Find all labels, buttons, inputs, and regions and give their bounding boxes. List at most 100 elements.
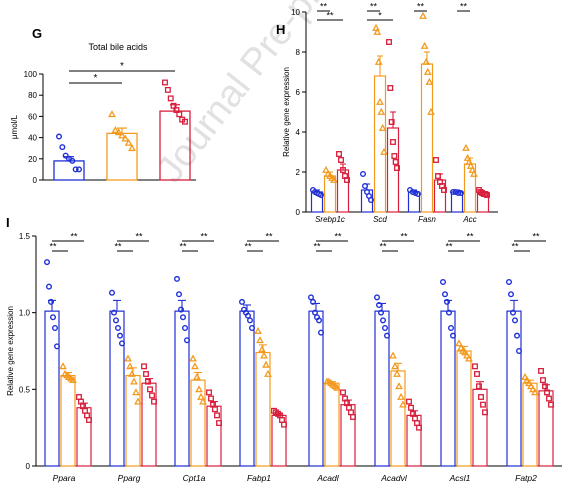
data-point bbox=[372, 23, 380, 31]
data-point bbox=[546, 395, 552, 402]
data-point bbox=[264, 369, 272, 377]
data-point bbox=[149, 392, 155, 399]
data-point bbox=[110, 309, 117, 316]
data-point bbox=[416, 424, 422, 431]
data-point bbox=[126, 362, 134, 370]
data-point bbox=[393, 369, 401, 377]
data-point bbox=[463, 153, 472, 161]
data-point bbox=[128, 144, 136, 152]
data-point bbox=[199, 397, 207, 405]
bar bbox=[239, 310, 255, 467]
g-y-tick-label: 20 bbox=[28, 155, 37, 164]
data-point bbox=[316, 317, 323, 324]
x-tick-label: Ppara bbox=[53, 473, 76, 483]
panel-label: I bbox=[6, 215, 10, 230]
significance-label: ** bbox=[135, 232, 143, 242]
data-point bbox=[376, 302, 383, 309]
data-point bbox=[368, 196, 375, 203]
data-point bbox=[470, 169, 478, 177]
g-y-tick-label: 40 bbox=[28, 134, 37, 143]
data-point bbox=[433, 157, 439, 163]
x-tick-label: Srebp1c bbox=[315, 215, 345, 224]
data-point bbox=[374, 57, 383, 65]
data-point bbox=[510, 309, 517, 316]
data-point bbox=[542, 383, 548, 390]
g-y-tick-label: 80 bbox=[28, 91, 37, 100]
data-point bbox=[193, 372, 201, 380]
data-point bbox=[386, 39, 392, 45]
data-point bbox=[461, 348, 469, 356]
significance-label: * bbox=[120, 61, 124, 72]
data-point bbox=[463, 351, 471, 359]
bar bbox=[522, 382, 538, 467]
data-point bbox=[382, 325, 389, 332]
data-point bbox=[121, 134, 130, 142]
data-point bbox=[330, 175, 338, 183]
data-point bbox=[141, 363, 147, 370]
data-point bbox=[373, 27, 382, 35]
data-point bbox=[389, 351, 397, 359]
data-point bbox=[422, 57, 431, 65]
bar bbox=[60, 374, 76, 467]
bar bbox=[374, 310, 390, 467]
data-point bbox=[183, 337, 190, 344]
data-point bbox=[130, 377, 138, 385]
data-point bbox=[441, 187, 447, 193]
significance-label: ** bbox=[400, 232, 408, 242]
data-point bbox=[390, 139, 396, 145]
g-y-tick-label: 100 bbox=[24, 70, 38, 79]
data-point bbox=[254, 326, 262, 334]
data-point bbox=[376, 97, 384, 105]
data-point bbox=[208, 395, 214, 402]
data-point bbox=[46, 283, 53, 290]
data-point bbox=[397, 392, 405, 400]
data-point bbox=[310, 298, 317, 305]
data-point bbox=[54, 343, 61, 350]
data-point bbox=[346, 404, 352, 411]
data-point bbox=[114, 325, 121, 332]
data-point bbox=[318, 191, 325, 198]
data-point bbox=[419, 11, 427, 19]
data-point bbox=[414, 420, 420, 427]
g-y-tick-label: 60 bbox=[28, 112, 37, 121]
significance-label: ** bbox=[244, 242, 252, 252]
data-point bbox=[406, 398, 412, 405]
data-point bbox=[380, 317, 387, 324]
data-point bbox=[482, 191, 489, 197]
data-point bbox=[260, 351, 268, 359]
bar bbox=[44, 310, 60, 467]
data-point bbox=[427, 107, 435, 115]
data-point bbox=[394, 165, 400, 171]
data-point bbox=[69, 157, 76, 164]
data-point bbox=[52, 325, 59, 332]
data-point bbox=[420, 41, 429, 49]
data-point bbox=[322, 165, 330, 173]
data-point bbox=[182, 118, 188, 125]
g-y-tick-label: 0 bbox=[33, 176, 38, 185]
bar bbox=[255, 351, 271, 467]
x-tick-label: Pparg bbox=[118, 473, 141, 483]
data-point bbox=[258, 345, 266, 353]
data-point bbox=[450, 332, 457, 339]
data-point bbox=[244, 312, 251, 319]
significance-label: ** bbox=[265, 232, 273, 242]
data-point bbox=[191, 362, 199, 370]
data-point bbox=[360, 170, 367, 177]
data-point bbox=[455, 339, 463, 347]
data-point bbox=[281, 421, 287, 428]
data-point bbox=[480, 401, 486, 408]
data-point bbox=[425, 77, 434, 85]
significance-label: ** bbox=[466, 232, 474, 242]
x-tick-label: Scd bbox=[373, 215, 387, 224]
chart-title: Total bile acids bbox=[88, 42, 148, 52]
data-point bbox=[529, 385, 537, 393]
data-point bbox=[442, 291, 449, 298]
significance-label: ** bbox=[114, 242, 122, 252]
data-point bbox=[446, 309, 453, 316]
significance-label: ** bbox=[417, 2, 425, 12]
data-point bbox=[147, 386, 153, 393]
data-point bbox=[336, 151, 342, 157]
data-point bbox=[256, 336, 264, 344]
bar bbox=[125, 374, 141, 467]
